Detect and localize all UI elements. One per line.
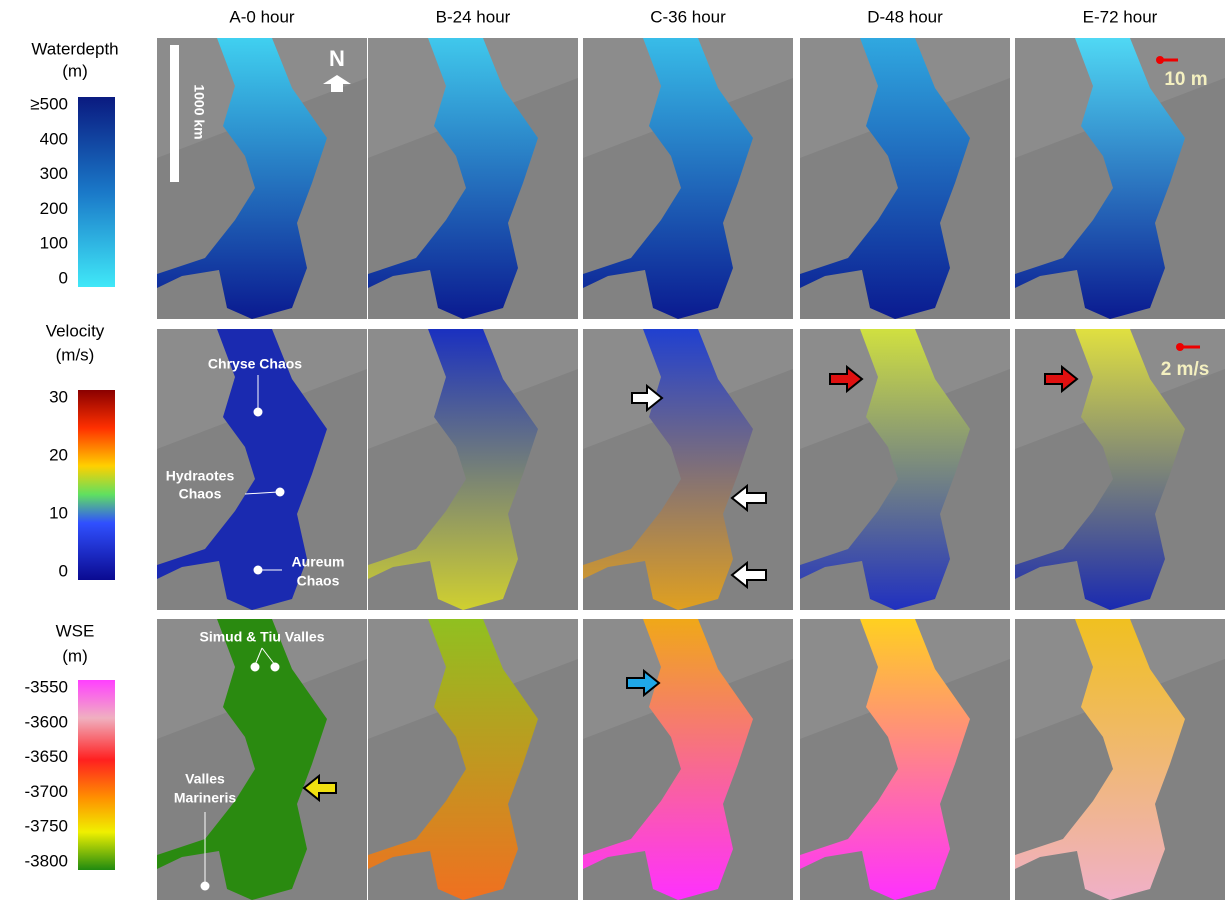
place-label: Marineris: [174, 790, 236, 806]
colorbar-tick-label: 200: [40, 199, 68, 218]
legends: Waterdepth(m)≥5004003002001000Velocity(m…: [25, 39, 119, 870]
legend-title: (m): [62, 646, 87, 665]
colorbar: [78, 680, 115, 870]
place-label: Chryse Chaos: [208, 356, 302, 372]
column-title: D-48 hour: [867, 7, 943, 26]
scale-bar-label: 1000 km: [191, 84, 207, 139]
legend-title: Velocity: [46, 321, 105, 340]
north-label: N: [329, 46, 345, 71]
colorbar-tick-label: 30: [49, 387, 68, 406]
figure: Waterdepth(m)≥5004003002001000Velocity(m…: [0, 0, 1232, 900]
colorbar-tick-label: -3600: [25, 712, 68, 731]
colorbar-tick-label: 100: [40, 234, 68, 253]
place-label: Valles: [185, 771, 225, 787]
colorbar-tick-label: -3750: [25, 817, 68, 836]
colorbar-tick-label: -3800: [25, 851, 68, 870]
map-panels: [157, 38, 1225, 900]
legend-title: (m/s): [56, 345, 95, 364]
velocity-scale-label: 2 m/s: [1161, 359, 1210, 380]
place-label: Chaos: [297, 573, 340, 589]
depth-scale-label: 10 m: [1164, 69, 1207, 90]
colorbar-tick-label: 300: [40, 164, 68, 183]
colorbar-tick-label: 0: [59, 561, 68, 580]
colorbar-tick-label: -3550: [25, 677, 68, 696]
depth-scale-dot: [1156, 56, 1164, 64]
column-title: B-24 hour: [436, 7, 511, 26]
colorbar-tick-label: 0: [59, 268, 68, 287]
velocity-scale-dot: [1176, 343, 1184, 351]
legend-title: WSE: [56, 621, 95, 640]
legend-title: (m): [62, 61, 87, 80]
colorbar: [78, 390, 115, 580]
column-title: A-0 hour: [229, 7, 295, 26]
place-label: Aureum: [292, 554, 345, 570]
column-title: C-36 hour: [650, 7, 726, 26]
colorbar-tick-label: 20: [49, 445, 68, 464]
place-label: Simud & Tiu Valles: [199, 629, 324, 645]
place-label: Chaos: [179, 486, 222, 502]
column-title: E-72 hour: [1083, 7, 1158, 26]
colorbar-tick-label: -3700: [25, 782, 68, 801]
colorbar: [78, 97, 115, 287]
colorbar-tick-label: 400: [40, 129, 68, 148]
legend-title: Waterdepth: [31, 39, 118, 58]
colorbar-tick-label: -3650: [25, 747, 68, 766]
colorbar-tick-label: ≥500: [30, 94, 68, 113]
colorbar-tick-label: 10: [49, 503, 68, 522]
place-label: Hydraotes: [166, 468, 235, 484]
scale-bar: [170, 45, 179, 182]
